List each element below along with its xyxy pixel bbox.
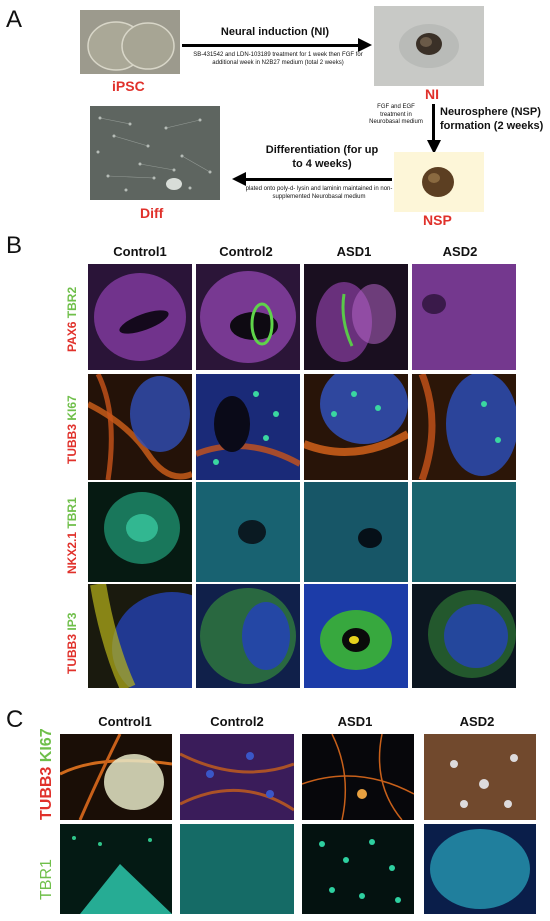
c-r1-asd1 [302, 734, 414, 820]
panel-b-row1-label: PAX6 TBR2 [65, 286, 79, 352]
panel-c-col-control1: Control1 [98, 714, 152, 729]
panel-b-col-control2: Control2 [219, 244, 273, 259]
b-r1-asd2 [412, 264, 516, 370]
b-r3-control2 [196, 482, 300, 582]
panel-c-col-control2: Control2 [210, 714, 264, 729]
panel-b-col-control1: Control1 [113, 244, 167, 259]
panel-b-row2-label: TUBB3 KI67 [65, 395, 79, 464]
b-r2-asd2 [412, 374, 516, 480]
panel-b-row4-label: TUBB3 IP3 [65, 612, 79, 674]
c-r2-control2 [180, 824, 294, 914]
panel-c-row1-label: TUBB3 KI67 [38, 728, 55, 820]
step3-title: Differentiation (for up to 4 weeks) [265, 144, 379, 170]
c-r2-control1 [60, 824, 172, 914]
c-r1-control2 [180, 734, 294, 820]
panel-b-col-asd1: ASD1 [336, 244, 372, 259]
arrow-left-head-icon [232, 172, 246, 186]
b-r1-asd1 [304, 264, 408, 370]
diff-image [90, 106, 220, 200]
arrow-diff [244, 178, 392, 181]
b-r1-control2 [196, 264, 300, 370]
step1-detail: SB-431542 and LDN-103189 treatment for 1… [193, 52, 363, 66]
c-r2-asd2 [424, 824, 536, 914]
c-r1-asd2 [424, 734, 536, 820]
arrow-head-icon [358, 38, 372, 52]
step2-detail: FGF and EGF treatment in Neurobasal medi… [369, 104, 423, 125]
b-r2-control2 [196, 374, 300, 480]
panel-a-letter: A [6, 6, 23, 33]
ni-image [374, 6, 484, 86]
panel-c-col-asd2: ASD2 [459, 714, 495, 729]
panel-b-col-asd2: ASD2 [442, 244, 478, 259]
c-r2-asd1 [302, 824, 414, 914]
ipsc-image [80, 10, 180, 74]
nsp-image [394, 152, 484, 212]
panel-c-row2-label: TBR1 [38, 859, 55, 900]
nsp-label: NSP [423, 212, 452, 228]
b-r3-control1 [88, 482, 192, 582]
step2-title: Neurosphere (NSP) formation (2 weeks) [440, 106, 544, 132]
ipsc-label: iPSC [112, 78, 145, 94]
panel-c-letter: C [6, 706, 24, 733]
b-r2-asd1 [304, 374, 408, 480]
b-r1-control1 [88, 264, 192, 370]
arrow-down-icon [427, 140, 441, 154]
step3-detail: plated onto poly-d- lysin and laminin ma… [245, 186, 393, 200]
b-r4-control2 [196, 584, 300, 688]
b-r4-control1 [88, 584, 192, 688]
b-r4-asd1 [304, 584, 408, 688]
c-r1-control1 [60, 734, 172, 820]
b-r3-asd1 [304, 482, 408, 582]
step1-title: Neural induction (NI) [220, 26, 330, 38]
ni-label: NI [425, 86, 439, 102]
panel-c-col-asd1: ASD1 [337, 714, 373, 729]
b-r3-asd2 [412, 482, 516, 582]
panel-b-row3-label: NKX2.1 TBR1 [65, 497, 79, 574]
arrow-nsp [432, 104, 435, 144]
panel-b-letter: B [6, 232, 23, 259]
b-r2-control1 [88, 374, 192, 480]
diff-label: Diff [140, 205, 164, 221]
b-r4-asd2 [412, 584, 516, 688]
arrow-ni [182, 44, 362, 47]
